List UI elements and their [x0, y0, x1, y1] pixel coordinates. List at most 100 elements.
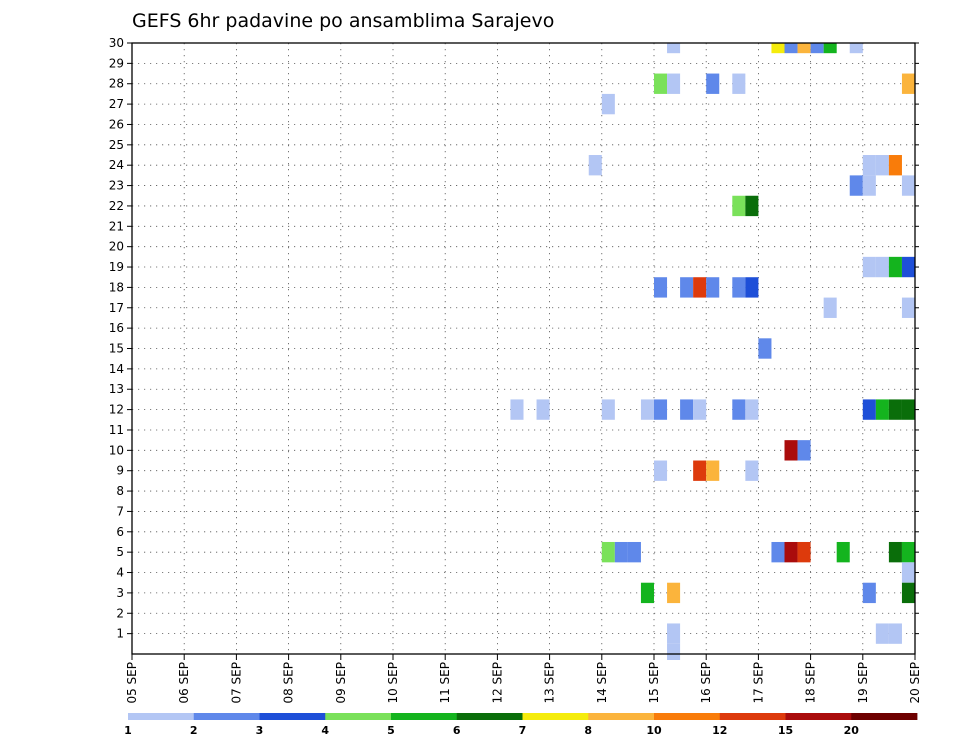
- x-tick-label: 18 SEP: [804, 662, 818, 704]
- y-tick-label: 14: [109, 362, 124, 376]
- colorbar-label: 3: [256, 724, 264, 737]
- colorbar-swatch: [522, 713, 589, 720]
- x-tick-label: 11 SEP: [438, 662, 452, 704]
- heatmap-cell: [797, 541, 811, 563]
- heatmap-cell: [745, 399, 759, 420]
- colorbar-swatch: [588, 713, 655, 720]
- colorbar-label: 4: [321, 724, 329, 737]
- heatmap-cell: [901, 175, 915, 196]
- heatmap-cell: [888, 399, 902, 420]
- y-tick-label: 16: [109, 321, 124, 335]
- y-tick-label: 11: [109, 423, 124, 437]
- heatmap-cell: [693, 399, 707, 420]
- heatmap-cell: [810, 43, 824, 54]
- x-tick-label: 14 SEP: [595, 662, 609, 704]
- y-tick-label: 15: [109, 342, 124, 356]
- y-tick-label: 4: [116, 566, 124, 580]
- y-tick-label: 7: [116, 504, 124, 518]
- y-tick-label: 1: [116, 627, 124, 641]
- x-tick-label: 19 SEP: [856, 662, 870, 704]
- y-tick-label: 22: [109, 199, 124, 213]
- heatmap-cell: [784, 541, 798, 563]
- x-tick-label: 09 SEP: [334, 662, 348, 704]
- y-tick-label: 20: [109, 240, 124, 254]
- colorbar: 1 2 3 4 5 6 7 8 10 12 15 20: [124, 713, 918, 737]
- heatmap-cell: [862, 155, 876, 176]
- colorbar-label: 7: [519, 724, 527, 737]
- y-tick-label: 12: [109, 403, 124, 417]
- heatmap-cell: [745, 460, 759, 481]
- heatmap-cell: [823, 297, 837, 318]
- colorbar-swatch: [128, 713, 195, 720]
- y-axis: 1234567891011121314151617181920212223242…: [109, 36, 919, 641]
- y-tick-label: 19: [109, 260, 124, 274]
- heatmap-cell: [706, 73, 720, 94]
- heatmap-cell: [680, 277, 694, 298]
- colorbar-swatch: [325, 713, 392, 720]
- colorbar-swatch: [391, 713, 458, 720]
- heatmap-cell: [654, 399, 668, 420]
- heatmap-cell: [901, 297, 915, 318]
- y-tick-label: 25: [109, 138, 124, 152]
- y-tick-label: 17: [109, 301, 124, 315]
- heatmap-cell: [862, 582, 876, 604]
- heatmap-cell: [654, 277, 668, 298]
- colorbar-label: 1: [124, 724, 132, 737]
- heatmap-cell: [640, 582, 654, 604]
- heatmap-cell: [601, 541, 615, 563]
- x-tick-label: 15 SEP: [647, 662, 661, 704]
- heatmap-cell: [875, 399, 889, 420]
- heatmap-cell: [588, 155, 602, 176]
- heatmap-cell: [797, 440, 811, 461]
- y-tick-label: 18: [109, 280, 124, 294]
- x-tick-label: 06 SEP: [177, 662, 191, 704]
- heatmap-cell: [627, 541, 641, 563]
- colorbar-label: 12: [712, 724, 727, 737]
- heatmap-cell: [510, 399, 524, 420]
- heatmap-cell: [888, 155, 902, 176]
- heatmap-cell: [901, 582, 915, 604]
- y-tick-label: 26: [109, 117, 124, 131]
- heatmap-cell: [875, 623, 889, 644]
- heatmap-cell: [888, 541, 902, 563]
- y-tick-label: 6: [116, 525, 124, 539]
- x-axis: 05 SEP 06 SEP 07 SEP 08 SEP 09 SEP 10 SEP 11 S…: [125, 654, 922, 704]
- colorbar-swatch: [719, 713, 786, 720]
- heatmap-cell: [680, 399, 694, 420]
- x-tick-label: 13 SEP: [543, 662, 557, 704]
- heatmap-cell: [901, 399, 915, 420]
- colorbar-label: 15: [778, 724, 793, 737]
- colorbar-swatch: [785, 713, 852, 720]
- heatmap-cell: [849, 43, 863, 54]
- heatmap-cell: [823, 43, 837, 54]
- heatmap-cell: [732, 195, 746, 217]
- colorbar-label: 8: [584, 724, 592, 737]
- x-tick-label: 08 SEP: [282, 662, 296, 704]
- heatmap-cell: [862, 256, 876, 278]
- heatmap-cell: [732, 277, 746, 298]
- heatmap-cell: [614, 541, 628, 563]
- heatmap-cell: [849, 175, 863, 196]
- y-tick-label: 2: [116, 606, 124, 620]
- y-tick-label: 24: [109, 158, 124, 172]
- heatmap-cell: [536, 399, 550, 420]
- colorbar-swatch: [456, 713, 523, 720]
- heatmap-cell: [875, 256, 889, 278]
- colorbar-label: 2: [190, 724, 198, 737]
- colorbar-swatch: [851, 713, 918, 720]
- heatmap-cell: [758, 338, 772, 359]
- heatmap-cell: [784, 43, 798, 54]
- heatmap-cell: [901, 73, 915, 94]
- y-tick-label: 3: [116, 586, 124, 600]
- heatmap-cell: [667, 43, 681, 54]
- y-tick-label: 5: [116, 545, 124, 559]
- x-tick-label: 05 SEP: [125, 662, 139, 704]
- heatmap-cell: [901, 256, 915, 278]
- heatmap-cell: [706, 460, 720, 481]
- y-tick-label: 27: [109, 97, 124, 111]
- heatmap-cell: [784, 440, 798, 461]
- heatmap-cell: [654, 73, 668, 94]
- x-tick-label: 12 SEP: [490, 662, 504, 704]
- y-tick-label: 23: [109, 179, 124, 193]
